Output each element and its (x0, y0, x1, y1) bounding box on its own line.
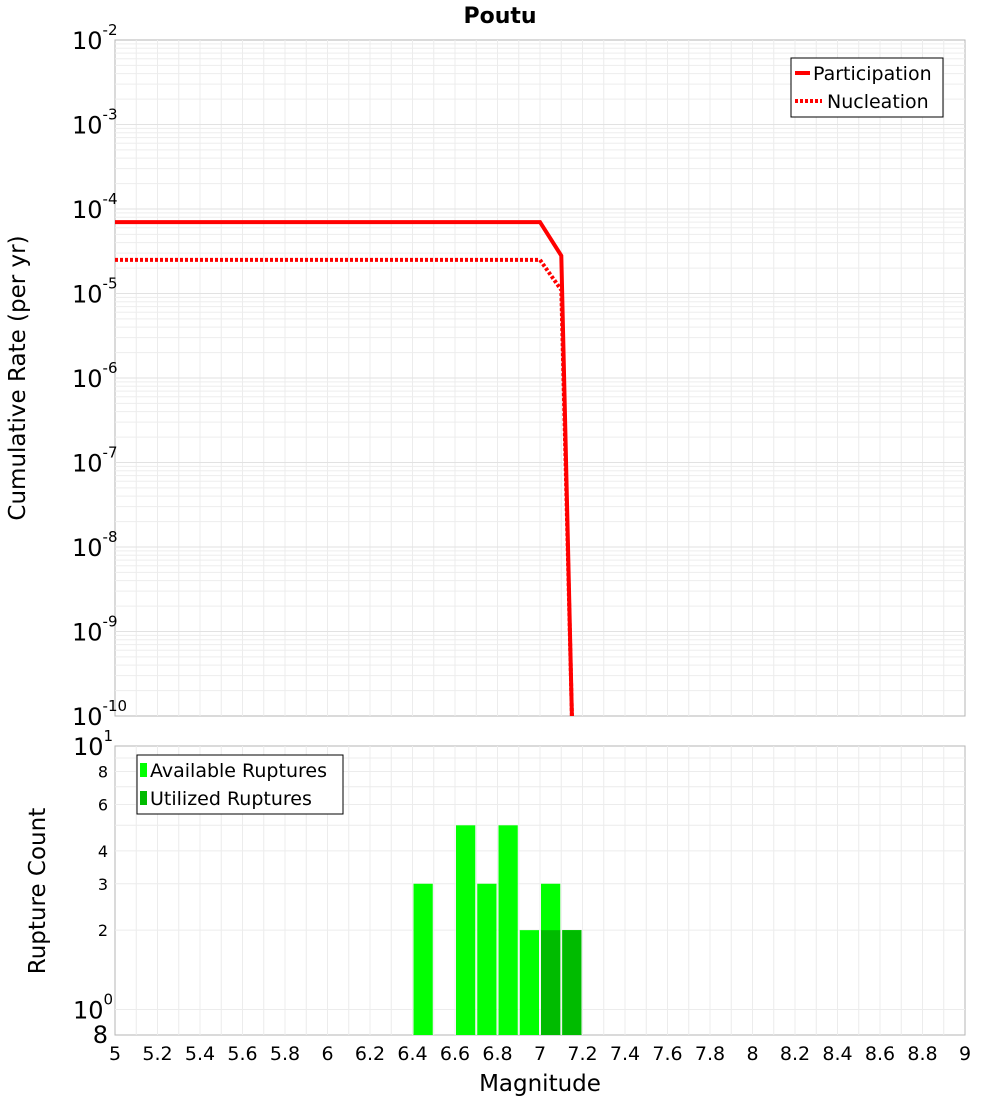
bottom-y-tick-label-bottom: 8 (93, 1021, 108, 1049)
x-tick-label: 9 (959, 1043, 971, 1065)
x-tick-label: 5.4 (185, 1043, 215, 1065)
x-tick-label: 6.6 (440, 1043, 470, 1065)
x-tick-label: 7.4 (610, 1043, 640, 1065)
top-y-tick-label: 10-6 (72, 359, 118, 393)
x-tick-label: 6.4 (397, 1043, 427, 1065)
x-tick-labels: 5 5.2 5.4 5.6 5.8 6 6.2 6.4 6.6 6.8 7 7.2 7.4 7.6 7.8 8… (109, 1043, 971, 1065)
x-tick-label: 6 (321, 1043, 333, 1065)
x-tick-label: 8 (746, 1043, 758, 1065)
top-y-tick-labels: 10-2 10-3 10-4 10-5 10-6 10-7 10-8 10-9 10-10 (72, 21, 127, 731)
top-y-tick-label: 10-5 (72, 275, 118, 309)
top-y-tick-label: 10-8 (72, 528, 118, 562)
x-tick-label: 5.2 (142, 1043, 172, 1065)
x-tick-label: 6.2 (355, 1043, 385, 1065)
x-tick-label: 8.2 (780, 1043, 810, 1065)
x-tick-label: 5.8 (270, 1043, 300, 1065)
x-tick-label: 7.6 (652, 1043, 682, 1065)
top-y-tick-label: 10-3 (72, 106, 118, 140)
bottom-y-tick-label: 8 (98, 763, 108, 782)
legend-label-utilized: Utilized Ruptures (150, 788, 312, 810)
x-tick-label: 8.8 (907, 1043, 937, 1065)
top-panel: 10-2 10-3 10-4 10-5 10-6 10-7 10-8 10-9 10-10 Cu… (5, 21, 966, 731)
top-y-axis-label: Cumulative Rate (per yr) (5, 235, 31, 520)
bar-available-ruptures (413, 883, 433, 1035)
x-tick-label: 5 (109, 1043, 121, 1065)
x-tick-label: 8.4 (822, 1043, 852, 1065)
x-tick-label: 7.2 (567, 1043, 597, 1065)
top-legend: Participation Nucleation (790, 57, 944, 118)
x-axis-label: Magnitude (479, 1071, 601, 1097)
x-tick-label: 5.6 (227, 1043, 257, 1065)
x-tick-label: 6.8 (482, 1043, 512, 1065)
legend-label-nucleation: Nucleation (827, 91, 929, 113)
top-y-tick-label: 10-2 (72, 21, 118, 55)
legend-label-participation: Participation (813, 63, 932, 85)
x-tick-label: 7.8 (695, 1043, 725, 1065)
bottom-y-tick-label: 6 (98, 795, 108, 814)
bottom-y-tick-label: 2 (98, 921, 108, 940)
legend-swatch-utilized (140, 791, 147, 805)
bar-available-ruptures (477, 883, 497, 1035)
bottom-y-axis-label: Rupture Count (25, 808, 51, 974)
top-y-tick-label: 10-10 (72, 697, 127, 731)
top-y-tick-label: 10-4 (72, 190, 118, 224)
bar-utilized-ruptures (541, 930, 561, 1035)
top-y-tick-label: 10-9 (72, 613, 118, 647)
x-tick-label: 7 (534, 1043, 546, 1065)
series-line-nucleation (115, 257, 574, 717)
x-tick-label: 8.6 (865, 1043, 895, 1065)
bar-utilized-ruptures (562, 930, 582, 1035)
top-series-lines (115, 220, 574, 717)
bottom-y-tick-label: 4 (98, 842, 108, 861)
bar-available-ruptures (456, 825, 476, 1035)
bottom-y-tick-label: 3 (98, 875, 108, 894)
bar-available-ruptures (498, 825, 518, 1035)
bar-available-ruptures (519, 930, 539, 1035)
bottom-y-tick-label-top: 101 (73, 727, 113, 761)
bottom-y-tick-label-mid: 100 (73, 990, 113, 1024)
legend-swatch-available (140, 763, 147, 777)
legend-label-available: Available Ruptures (150, 760, 327, 782)
top-grid (115, 40, 965, 716)
top-y-tick-label: 10-7 (72, 444, 118, 478)
bottom-legend: Available Ruptures Utilized Ruptures (136, 754, 344, 815)
bottom-bars (413, 825, 582, 1035)
chart-title: Poutu (463, 4, 536, 29)
